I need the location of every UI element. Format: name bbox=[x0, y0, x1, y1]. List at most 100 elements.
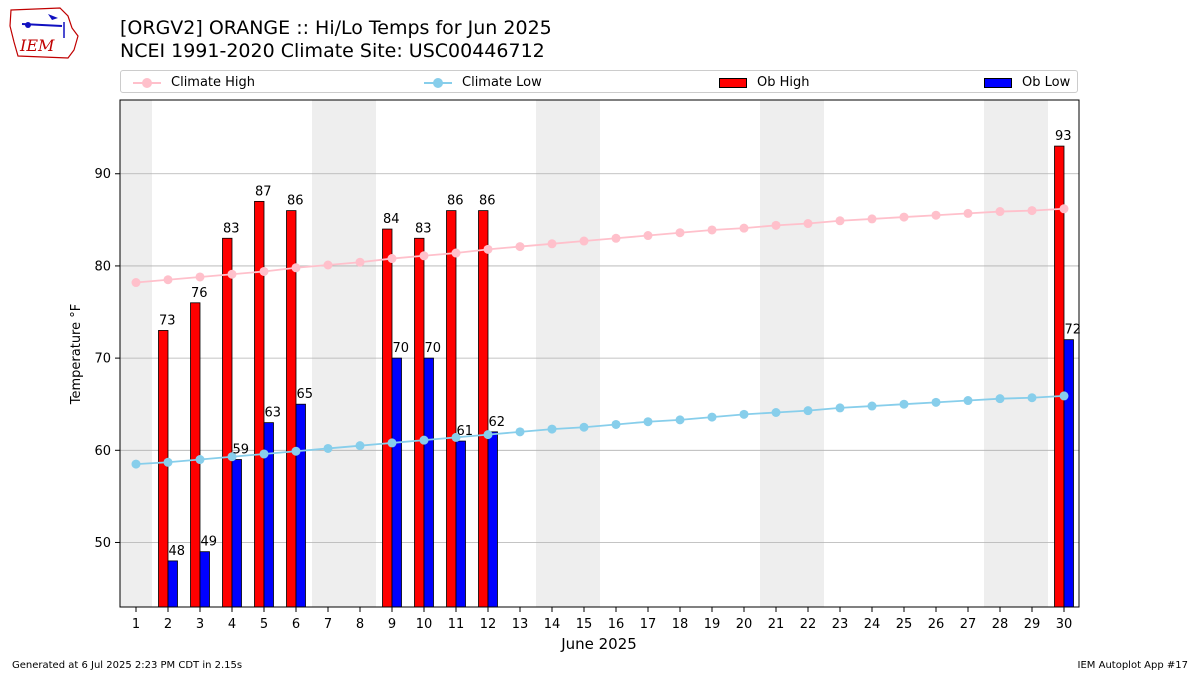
x-tick-label-2: 2 bbox=[164, 617, 172, 632]
climate-high-point-day-26 bbox=[931, 210, 941, 220]
ob-low-value-label-day-11: 61 bbox=[457, 424, 474, 439]
climate-high-point-day-16 bbox=[611, 233, 621, 243]
x-tick-label-1: 1 bbox=[132, 617, 140, 632]
x-tick-label-3: 3 bbox=[196, 617, 204, 632]
legend-climate-low-label: Climate Low bbox=[462, 75, 542, 90]
plot-frame bbox=[119, 99, 1080, 608]
climate-low-point-day-16 bbox=[611, 419, 621, 429]
x-tick-label-21: 21 bbox=[768, 617, 785, 632]
y-tick-label-90: 90 bbox=[94, 167, 111, 182]
climate-high-point-day-25 bbox=[899, 212, 909, 222]
legend-climate-low: Climate Low bbox=[424, 71, 542, 94]
legend-climate-high-swatch bbox=[133, 77, 161, 89]
ob-high-value-label-day-2: 73 bbox=[159, 313, 176, 328]
x-tick-label-29: 29 bbox=[1024, 617, 1041, 632]
ob-low-value-label-day-5: 63 bbox=[265, 406, 282, 421]
legend-ob-low: Ob Low bbox=[984, 71, 1070, 94]
climate-low-point-day-5 bbox=[259, 449, 269, 459]
weekend-shade-day-21 bbox=[760, 100, 792, 607]
climate-low-point-day-30 bbox=[1059, 391, 1069, 401]
climate-low-point-day-19 bbox=[707, 412, 717, 422]
ob-low-value-label-day-6: 65 bbox=[297, 387, 314, 402]
weekend-shade-day-28 bbox=[984, 100, 1016, 607]
climate-high-point-day-19 bbox=[707, 225, 717, 235]
ob-low-bar-day-11 bbox=[455, 440, 466, 608]
legend-ob-high-label: Ob High bbox=[757, 75, 810, 90]
x-axis-label: June 2025 bbox=[560, 635, 637, 653]
climate-low-point-day-26 bbox=[931, 397, 941, 407]
climate-low-point-day-17 bbox=[643, 417, 653, 427]
legend-climate-high: Climate High bbox=[133, 71, 255, 94]
ob-high-bar-day-3 bbox=[190, 302, 201, 608]
x-tick-label-24: 24 bbox=[864, 617, 881, 632]
ob-high-value-label-day-6: 86 bbox=[287, 194, 304, 209]
climate-high-point-day-10 bbox=[419, 251, 429, 261]
climate-high-point-day-12 bbox=[483, 244, 493, 254]
chart-subtitle: NCEI 1991-2020 Climate Site: USC00446712 bbox=[120, 40, 545, 62]
ob-high-value-label-day-11: 86 bbox=[447, 194, 464, 209]
ob-low-bar-day-10 bbox=[423, 357, 434, 608]
weekend-shade-day-1 bbox=[120, 100, 152, 607]
climate-low-point-day-15 bbox=[579, 422, 589, 432]
ob-low-value-label-day-9: 70 bbox=[393, 341, 410, 356]
ob-high-bar-day-12 bbox=[478, 210, 489, 608]
y-axis-label: Temperature °F bbox=[69, 304, 84, 405]
x-tick-label-7: 7 bbox=[324, 617, 332, 632]
ob-low-bar-day-9 bbox=[391, 357, 402, 608]
ob-high-bar-day-5 bbox=[254, 200, 265, 608]
climate-high-point-day-24 bbox=[867, 214, 877, 224]
climate-high-point-day-17 bbox=[643, 231, 653, 241]
climate-low-point-day-20 bbox=[739, 409, 749, 419]
climate-high-point-day-1 bbox=[131, 278, 141, 288]
climate-high-point-day-9 bbox=[387, 254, 397, 264]
climate-high-point-day-20 bbox=[739, 223, 749, 233]
ob-high-value-label-day-3: 76 bbox=[191, 286, 208, 301]
x-tick-label-23: 23 bbox=[832, 617, 849, 632]
climate-high-point-day-23 bbox=[835, 216, 845, 226]
x-tick-label-25: 25 bbox=[896, 617, 913, 632]
bar-value-labels: 73 48 76 49 83 59 87 63 86 65 84 70 83 70 86 61 86 62 93 72 bbox=[159, 129, 1081, 559]
y-tick-label-60: 60 bbox=[94, 444, 111, 459]
climate-high-point-day-18 bbox=[675, 228, 685, 238]
ob-high-value-label-day-30: 93 bbox=[1055, 129, 1072, 144]
climate-high-point-day-30 bbox=[1059, 204, 1069, 214]
gridlines bbox=[120, 173, 1079, 543]
x-tick-label-13: 13 bbox=[512, 617, 529, 632]
climate-high-point-day-29 bbox=[1027, 206, 1037, 216]
x-tick-label-11: 11 bbox=[448, 617, 465, 632]
x-tick-label-4: 4 bbox=[228, 617, 236, 632]
climate-low-point-day-18 bbox=[675, 415, 685, 425]
y-tick-label-50: 50 bbox=[94, 536, 111, 551]
ob-low-bar-day-6 bbox=[295, 403, 306, 608]
legend-climate-high-label: Climate High bbox=[171, 75, 256, 90]
climate-low-point-day-24 bbox=[867, 401, 877, 411]
ob-high-bar-day-11 bbox=[446, 210, 457, 608]
app-credit: IEM Autoplot App #17 bbox=[1077, 660, 1188, 671]
weekend-shading bbox=[120, 100, 1048, 607]
y-tick-label-80: 80 bbox=[94, 259, 111, 274]
climate-low-point-day-2 bbox=[163, 457, 173, 467]
ob-low-value-label-day-12: 62 bbox=[489, 415, 506, 430]
climate-low-point-day-22 bbox=[803, 406, 813, 416]
ob-high-bar-day-30 bbox=[1054, 145, 1065, 608]
climate-lines bbox=[131, 204, 1069, 469]
climate-low-point-day-23 bbox=[835, 403, 845, 413]
x-tick-label-28: 28 bbox=[992, 617, 1009, 632]
x-tick-label-20: 20 bbox=[736, 617, 753, 632]
climate-low-point-day-3 bbox=[195, 455, 205, 465]
ob-high-bar-day-10 bbox=[414, 237, 425, 608]
climate-high-point-day-13 bbox=[515, 242, 525, 252]
x-tick-label-15: 15 bbox=[576, 617, 593, 632]
legend-ob-low-swatch bbox=[984, 77, 1012, 88]
legend: Climate High Climate Low Ob High Ob Low bbox=[120, 70, 1078, 93]
climate-low-point-day-9 bbox=[387, 438, 397, 448]
x-axis-ticks: 1 2 3 4 5 6 7 8 9 10 11 12 13 14 15 16 17 18 19 20 21 22 23 24 2… bbox=[132, 607, 1072, 632]
climate-low-point-day-7 bbox=[323, 443, 333, 453]
x-tick-label-27: 27 bbox=[960, 617, 977, 632]
climate-low-point-day-4 bbox=[227, 452, 237, 462]
ob-low-bar-day-30 bbox=[1063, 339, 1074, 608]
climate-low-point-day-1 bbox=[131, 459, 141, 469]
ob-low-bar-day-3 bbox=[199, 551, 210, 608]
x-tick-label-22: 22 bbox=[800, 617, 817, 632]
climate-high-point-day-8 bbox=[355, 257, 365, 267]
